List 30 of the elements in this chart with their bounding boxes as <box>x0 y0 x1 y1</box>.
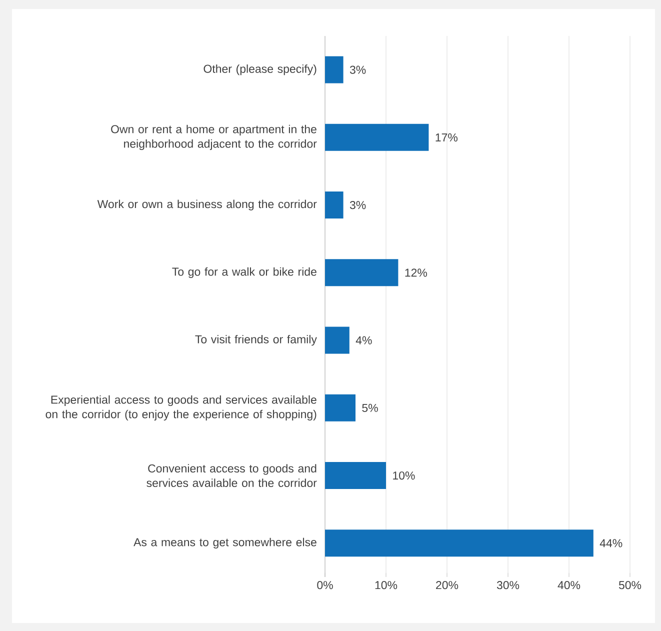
data-label: 3% <box>350 66 366 74</box>
bar <box>325 56 344 84</box>
data-label: 12% <box>405 268 428 277</box>
data-label: 3% <box>350 200 366 210</box>
y-tick-label: Experiential access to goods and services available on the corridor (to enjoy the experience of shopping) <box>46 395 316 421</box>
x-tick-label: 30% <box>496 581 520 590</box>
data-label: 5% <box>362 404 378 412</box>
x-tick-label: 40% <box>558 581 580 590</box>
x-tick-label: 10% <box>375 581 398 590</box>
y-tick-label: To go for a walk or bike ride <box>172 267 316 278</box>
y-tick-label: Work or own a business along the corridor <box>97 200 317 210</box>
bar <box>325 326 350 354</box>
data-label: 4% <box>356 336 372 344</box>
bar <box>325 394 356 422</box>
x-tick-label: 0% <box>317 581 333 590</box>
y-tick-label: Convenient access to goods and services available on the corridor <box>146 464 317 488</box>
x-tick-label: 20% <box>436 581 458 590</box>
y-tick-label: Other (please specify) <box>204 64 316 76</box>
data-label: 10% <box>393 471 415 480</box>
bar <box>325 462 386 490</box>
x-tick-label: 50% <box>618 581 642 590</box>
y-tick-label: To visit friends or family <box>195 334 317 346</box>
bar <box>325 259 398 286</box>
bar <box>325 124 429 151</box>
y-tick-label: As a means to get somewhere else <box>134 538 316 549</box>
y-tick-label: Own or rent a home or apartment in the neighborhood adjacent to the corridor <box>111 124 317 150</box>
bar <box>325 530 594 557</box>
data-label: 17% <box>436 133 458 142</box>
bar <box>325 192 344 219</box>
data-label: 44% <box>600 539 622 548</box>
